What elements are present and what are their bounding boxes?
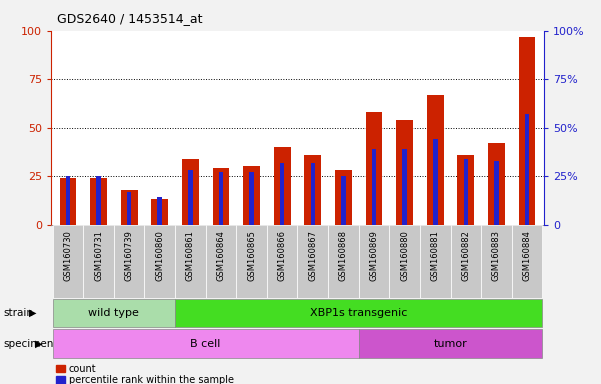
Text: GSM160731: GSM160731 <box>94 230 103 281</box>
Text: GSM160868: GSM160868 <box>339 230 348 281</box>
Bar <box>389 225 420 298</box>
Text: GSM160883: GSM160883 <box>492 230 501 281</box>
Bar <box>341 176 346 225</box>
Bar <box>151 199 168 225</box>
Bar <box>519 36 535 225</box>
Bar <box>157 197 162 225</box>
Text: ▶: ▶ <box>29 308 36 318</box>
Bar <box>53 225 83 298</box>
Text: XBP1s transgenic: XBP1s transgenic <box>310 308 407 318</box>
Bar <box>53 329 359 358</box>
Text: GSM160860: GSM160860 <box>155 230 164 281</box>
Bar <box>249 172 254 225</box>
Bar <box>188 170 193 225</box>
Text: GSM160867: GSM160867 <box>308 230 317 281</box>
Text: specimen: specimen <box>3 339 53 349</box>
Bar <box>114 225 144 298</box>
Bar <box>402 149 407 225</box>
Text: GSM160730: GSM160730 <box>64 230 72 281</box>
Bar <box>59 178 76 225</box>
Bar <box>144 225 175 298</box>
Bar <box>512 225 542 298</box>
Text: GSM160869: GSM160869 <box>370 230 379 281</box>
Bar <box>525 114 529 225</box>
Text: B cell: B cell <box>191 339 221 349</box>
Bar <box>175 298 542 328</box>
Bar <box>280 162 284 225</box>
Text: GSM160884: GSM160884 <box>523 230 531 281</box>
Bar <box>213 169 230 225</box>
Text: GSM160865: GSM160865 <box>247 230 256 281</box>
Bar <box>304 155 321 225</box>
Text: GSM160882: GSM160882 <box>462 230 471 281</box>
Text: GSM160864: GSM160864 <box>216 230 225 281</box>
Bar <box>53 298 175 328</box>
Bar <box>311 162 315 225</box>
Bar <box>457 155 474 225</box>
Bar <box>463 159 468 225</box>
Bar <box>243 167 260 225</box>
Bar <box>121 190 138 225</box>
Bar <box>96 176 101 225</box>
Bar <box>267 225 297 298</box>
Bar <box>365 112 382 225</box>
Text: GSM160881: GSM160881 <box>431 230 440 281</box>
Text: GSM160866: GSM160866 <box>278 230 287 281</box>
Bar <box>396 120 413 225</box>
Bar <box>219 172 223 225</box>
Text: GSM160861: GSM160861 <box>186 230 195 281</box>
Text: GDS2640 / 1453514_at: GDS2640 / 1453514_at <box>57 12 203 25</box>
Bar <box>451 225 481 298</box>
Bar <box>236 225 267 298</box>
Bar <box>359 225 389 298</box>
Text: wild type: wild type <box>88 308 139 318</box>
Bar <box>175 225 206 298</box>
Bar <box>206 225 236 298</box>
Bar <box>274 147 291 225</box>
Bar <box>481 225 512 298</box>
Bar <box>127 192 132 225</box>
Bar <box>66 176 70 225</box>
Text: ▶: ▶ <box>35 339 43 349</box>
Text: strain: strain <box>3 308 33 318</box>
Bar <box>359 329 542 358</box>
Text: GSM160739: GSM160739 <box>124 230 133 281</box>
Text: GSM160880: GSM160880 <box>400 230 409 281</box>
Bar <box>83 225 114 298</box>
Bar <box>372 149 376 225</box>
Legend: count, percentile rank within the sample: count, percentile rank within the sample <box>56 364 234 384</box>
Bar <box>427 95 444 225</box>
Bar <box>90 178 107 225</box>
Text: tumor: tumor <box>434 339 468 349</box>
Bar <box>182 159 199 225</box>
Bar <box>328 225 359 298</box>
Bar <box>433 139 438 225</box>
Bar <box>494 161 499 225</box>
Bar <box>335 170 352 225</box>
Bar <box>420 225 451 298</box>
Bar <box>297 225 328 298</box>
Bar <box>488 143 505 225</box>
